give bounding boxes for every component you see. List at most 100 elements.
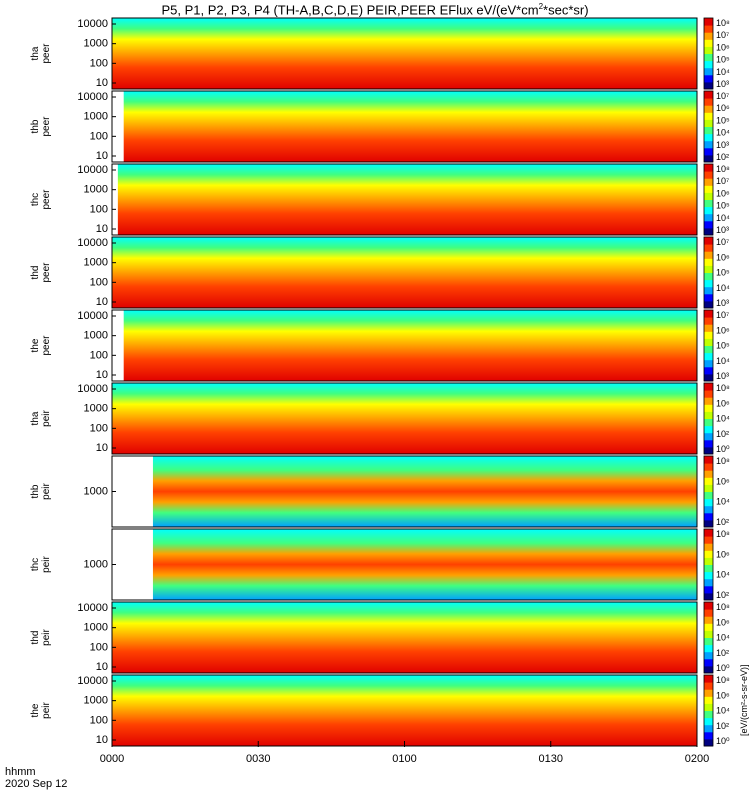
colorbar-segment [704, 609, 713, 617]
y-tick-label: 10 [96, 369, 108, 381]
colorbar-segment [704, 199, 713, 208]
colorbar-segment [704, 557, 713, 565]
y-tick-label: 10 [96, 734, 108, 746]
panel-frame [111, 382, 698, 455]
colorbar-tick-label: 10² [716, 517, 729, 527]
y-tick-label: 100 [90, 349, 108, 361]
panel-thd-peir: 10000 1000 100 10 thd peir 10⁸ 10⁶ 10⁴ 10² 10⁰ [30, 601, 730, 674]
colorbar: 10⁸ 10⁶ 10⁴ 10² 10⁰ [703, 601, 730, 674]
colorbar-segment [704, 658, 713, 667]
colorbar: 10⁸ 10⁶ 10⁴ 10² [703, 455, 730, 528]
panel-the-peir: 10000 1000 100 10 the peir 10⁸ 10⁶ 10⁴ 10² 10⁰ [30, 674, 730, 747]
colorbar-segment [704, 689, 713, 697]
colorbar-segment [704, 529, 713, 537]
colorbar-segment [704, 98, 713, 106]
spectrogram-thd-peir [112, 602, 697, 673]
colorbar-tick-label: 10⁸ [716, 18, 730, 28]
colorbar-segment [704, 67, 713, 76]
colorbar-segment [704, 637, 713, 646]
y-tick-label: 100 [90, 641, 108, 653]
y-axis-label: thc [30, 193, 41, 206]
colorbar-tick-label: 10⁶ [716, 252, 730, 262]
colorbar-segment [704, 536, 713, 544]
colorbar-segment [704, 505, 713, 514]
colorbar-segment [704, 519, 713, 528]
panel-tha-peir: 10000 1000 100 10 tha peir 10⁸ 10⁶ 10⁴ 10² 10⁰ [30, 382, 730, 455]
colorbar-frame [703, 674, 714, 747]
colorbar-segment [704, 651, 713, 660]
y-tick-label: 100 [90, 57, 108, 69]
colorbar: 10⁸ 10⁶ 10⁴ 10² 10⁰ [703, 382, 730, 455]
colorbar-segment [704, 46, 713, 54]
spectrogram-thb-peir [152, 456, 697, 527]
colorbar-tick-label: 10² [716, 152, 729, 162]
y-axis-label: thb [30, 484, 41, 498]
chart-title-main: P5, P1, P2, P3, P4 (TH-A,B,C,D,E) PEIR,P… [161, 2, 539, 18]
colorbar-frame [703, 90, 714, 163]
colorbar-tick-label: 10⁴ [716, 497, 730, 507]
colorbar-segment [704, 324, 713, 332]
colorbar-frame [703, 455, 714, 528]
colorbar-tick-label: 10² [716, 721, 729, 731]
panel-the-peer: 10000 1000 100 10 the peer 10⁷ 10⁶ 10⁵ 10⁴ 10³ [30, 309, 730, 382]
colorbar-segment [704, 731, 713, 740]
colorbar-segment [704, 112, 713, 120]
colorbar-frame [703, 309, 714, 382]
colorbar-tick-label: 10⁶ [716, 103, 730, 113]
colorbar-segment [704, 425, 713, 434]
panel-thd-peer: 10000 1000 100 10 thd peer 10⁷ 10⁶ 10⁵ 10⁴ 10³ [30, 236, 730, 309]
colorbar-tick-label: 10³ [716, 298, 729, 308]
spectrogram-tha-peer [112, 18, 697, 89]
colorbar-segment [704, 192, 713, 200]
y-tick-label: 10000 [77, 675, 108, 687]
spectrogram-thc-peer [117, 164, 698, 235]
y-axis-label: peir [41, 409, 52, 426]
colorbar-tick-label: 10² [716, 590, 729, 600]
colorbar-tick-label: 10⁵ [716, 55, 730, 65]
colorbar-segment [704, 133, 713, 142]
colorbar-segment [704, 665, 713, 674]
y-tick-label: 100 [90, 422, 108, 434]
colorbar-tick-label: 10³ [716, 140, 729, 150]
colorbar-tick-label: 10⁶ [716, 188, 730, 198]
colorbar-segment [704, 119, 713, 127]
y-axis-label: tha [30, 411, 41, 425]
y-axis-label: thd [30, 631, 41, 645]
y-axis-label: peer [41, 189, 52, 210]
y-tick-label: 1000 [84, 559, 108, 571]
spectrogram-thb-peer [123, 91, 697, 162]
colorbar-segment [704, 251, 713, 259]
y-axis-label: peer [41, 116, 52, 137]
colorbar-tick-label: 10² [716, 648, 729, 658]
colorbar-tick-label: 10⁶ [716, 398, 730, 408]
y-axis-label: peer [41, 262, 52, 283]
colorbar-segment [704, 550, 713, 558]
colorbar-segment [704, 404, 713, 412]
time-axis-footer: hhmm 2020 Sep 12 [5, 766, 67, 790]
y-axis-label: peir [41, 482, 52, 499]
colorbar-frame [703, 163, 714, 236]
colorbar-segment [704, 373, 713, 382]
colorbar-segment [704, 397, 713, 405]
colorbar-segment [704, 171, 713, 179]
y-axis-label: tha [30, 46, 41, 60]
chart-title-superscript: 2 [538, 2, 544, 11]
colorbar-segment [704, 220, 713, 229]
colorbar-segment [704, 543, 713, 551]
colorbar-tick-label: 10⁴ [716, 128, 730, 138]
colorbar: 10⁸ 10⁷ 10⁶ 10⁵ 10⁴ 10³ [703, 17, 730, 90]
y-tick-label: 10000 [77, 237, 108, 249]
time-format-label: hhmm [5, 766, 36, 778]
colorbar-segment [704, 227, 713, 236]
colorbar-tick-label: 10⁷ [716, 237, 729, 247]
colorbar-segment [704, 286, 713, 295]
colorbar-tick-label: 10⁰ [716, 444, 730, 454]
colorbar-segment [704, 738, 713, 747]
colorbar-segment [704, 411, 713, 419]
colorbar-segment [704, 32, 713, 40]
colorbar-tick-label: 10⁷ [716, 310, 729, 320]
spectrogram-tha-peir [112, 383, 697, 454]
colorbar-segment [704, 675, 713, 683]
colorbar-segment [704, 265, 713, 273]
y-axis-label: peir [41, 701, 52, 718]
